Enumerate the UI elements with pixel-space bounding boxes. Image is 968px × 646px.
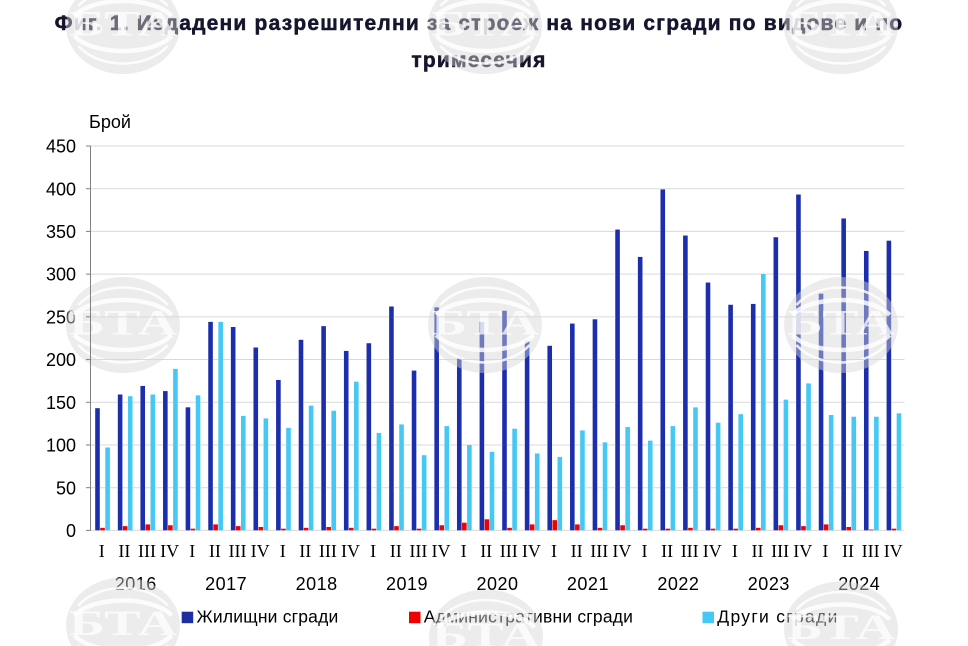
svg-text:2020: 2020	[476, 574, 518, 594]
svg-text:I: I	[280, 541, 286, 561]
svg-text:I: I	[461, 541, 467, 561]
svg-text:2017: 2017	[205, 574, 247, 594]
svg-text:II: II	[752, 541, 764, 561]
svg-text:II: II	[209, 541, 221, 561]
svg-text:I: I	[99, 541, 105, 561]
svg-text:IV: IV	[884, 541, 903, 561]
svg-text:150: 150	[46, 393, 76, 413]
svg-text:I: I	[551, 541, 557, 561]
svg-text:2022: 2022	[657, 574, 699, 594]
svg-text:III: III	[228, 541, 246, 561]
svg-text:II: II	[661, 541, 673, 561]
svg-text:0: 0	[66, 521, 76, 541]
svg-text:II: II	[480, 541, 492, 561]
svg-text:I: I	[370, 541, 376, 561]
svg-text:II: II	[571, 541, 583, 561]
svg-text:Жилищни сгради: Жилищни сгради	[197, 607, 339, 627]
svg-text:2021: 2021	[567, 574, 609, 594]
svg-text:I: I	[641, 541, 647, 561]
svg-text:450: 450	[46, 137, 76, 157]
svg-text:III: III	[319, 541, 337, 561]
svg-text:IV: IV	[793, 541, 812, 561]
svg-text:2023: 2023	[748, 574, 790, 594]
svg-text:I: I	[732, 541, 738, 561]
svg-text:IV: IV	[522, 541, 541, 561]
svg-text:IV: IV	[612, 541, 631, 561]
svg-text:III: III	[681, 541, 699, 561]
svg-text:II: II	[842, 541, 854, 561]
svg-text:IV: IV	[431, 541, 450, 561]
svg-text:400: 400	[46, 179, 76, 199]
svg-text:100: 100	[46, 436, 76, 456]
svg-text:2019: 2019	[386, 574, 428, 594]
svg-text:IV: IV	[341, 541, 360, 561]
svg-text:II: II	[118, 541, 130, 561]
svg-text:III: III	[500, 541, 518, 561]
svg-text:III: III	[590, 541, 608, 561]
svg-text:50: 50	[56, 478, 76, 498]
svg-text:I: I	[189, 541, 195, 561]
svg-text:III: III	[138, 541, 156, 561]
svg-text:350: 350	[46, 222, 76, 242]
svg-text:300: 300	[46, 265, 76, 285]
svg-text:III: III	[409, 541, 427, 561]
svg-text:III: III	[771, 541, 789, 561]
svg-text:II: II	[390, 541, 402, 561]
svg-text:IV: IV	[251, 541, 270, 561]
svg-text:200: 200	[46, 350, 76, 370]
svg-text:I: I	[822, 541, 828, 561]
svg-text:2018: 2018	[296, 574, 338, 594]
svg-text:IV: IV	[160, 541, 179, 561]
svg-text:III: III	[862, 541, 880, 561]
svg-text:II: II	[299, 541, 311, 561]
svg-text:Брой: Брой	[89, 112, 131, 132]
svg-text:IV: IV	[703, 541, 722, 561]
